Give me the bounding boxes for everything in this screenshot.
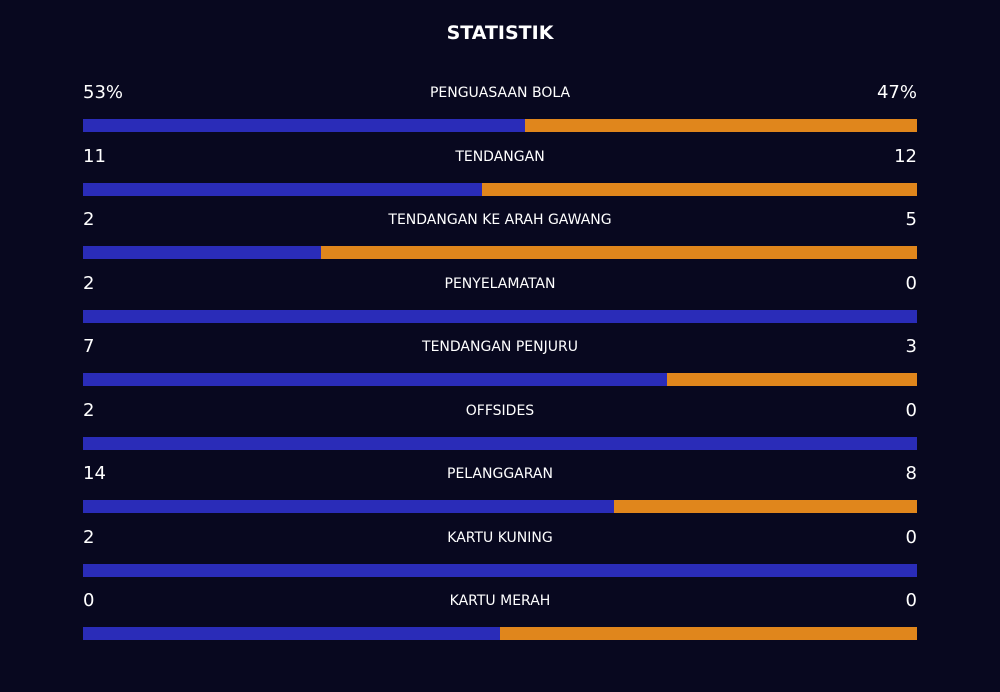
away-bar	[666, 373, 917, 386]
away-value: 3	[905, 336, 917, 357]
stat-label: TENDANGAN	[455, 148, 545, 165]
away-value: 0	[905, 526, 917, 548]
away-value: 47%	[876, 82, 917, 103]
stat-label: KARTU KUNING	[447, 529, 553, 546]
stat-label: TENDANGAN KE ARAH GAWANG	[388, 212, 612, 228]
stat-row: 0 KARTU MERAH 0	[83, 589, 917, 644]
stat-row: 2 OFFSIDES 0	[83, 399, 917, 454]
home-bar	[83, 373, 667, 386]
home-bar	[83, 182, 482, 196]
away-bar	[613, 500, 917, 513]
home-value: 2	[83, 272, 95, 294]
away-value: 12	[894, 145, 917, 167]
home-bar	[83, 309, 917, 323]
home-value: 0	[83, 590, 95, 611]
home-value: 2	[83, 526, 95, 548]
home-value: 14	[83, 463, 106, 484]
stat-row: 7 TENDANGAN PENJURU 3	[83, 335, 917, 390]
home-value: 11	[83, 145, 106, 167]
home-value: 53%	[83, 82, 124, 103]
away-bar	[481, 182, 917, 196]
home-value: 2	[83, 209, 95, 230]
away-bar	[500, 627, 917, 640]
home-bar	[83, 563, 917, 577]
home-value: 2	[83, 399, 95, 421]
stat-label: PENGUASAAN BOLA	[429, 85, 571, 101]
stat-row: 53% PENGUASAAN BOLA 47%	[83, 81, 917, 136]
stat-row: 11 TENDANGAN 12	[83, 145, 917, 200]
away-value: 5	[905, 209, 917, 230]
stat-label: OFFSIDES	[465, 402, 535, 419]
away-value: 0	[905, 590, 917, 611]
stat-label: KARTU MERAH	[449, 593, 551, 609]
home-bar	[83, 500, 614, 513]
stat-row: 2 PENYELAMATAN 0	[83, 272, 917, 327]
stat-row: 2 KARTU KUNING 0	[83, 526, 917, 581]
away-value: 0	[905, 272, 917, 294]
stat-label: PELANGGARAN	[447, 466, 553, 482]
stat-row: 14 PELANGGARAN 8	[83, 462, 917, 517]
away-value: 8	[905, 463, 917, 484]
away-bar	[525, 119, 917, 132]
away-bar	[321, 246, 917, 259]
home-bar	[83, 436, 917, 450]
title: STATISTIK	[446, 22, 554, 44]
home-bar	[83, 246, 322, 259]
home-bar	[83, 627, 500, 640]
stat-row: 2 TENDANGAN KE ARAH GAWANG 5	[83, 208, 917, 263]
stat-label: TENDANGAN PENJURU	[422, 339, 578, 355]
home-bar	[83, 119, 526, 132]
away-value: 0	[905, 399, 917, 421]
stat-label: PENYELAMATAN	[444, 275, 556, 292]
home-value: 7	[83, 336, 95, 357]
